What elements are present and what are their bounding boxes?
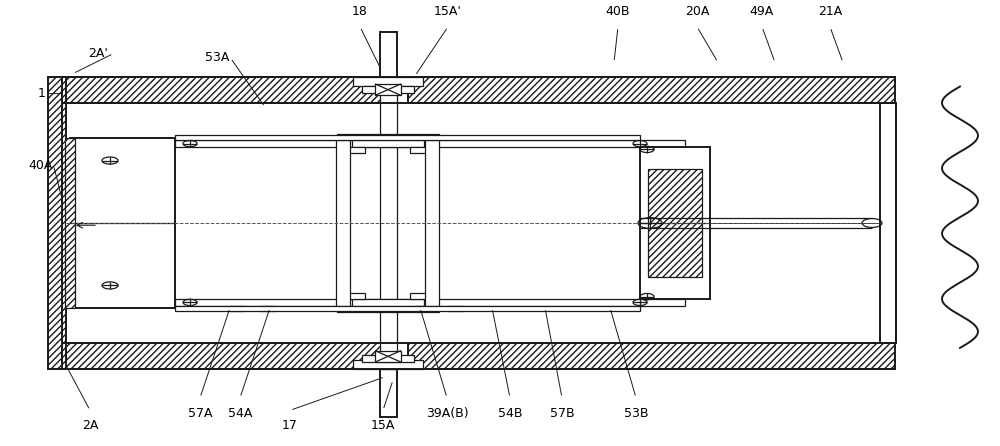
Text: 53B: 53B: [624, 407, 648, 420]
Bar: [648, 169, 702, 277]
Bar: [337, 306, 439, 312]
Text: 20A: 20A: [685, 5, 709, 18]
Bar: [425, 140, 439, 306]
Text: 15A': 15A': [434, 5, 462, 18]
Bar: [260, 306, 275, 311]
Text: 49A: 49A: [750, 5, 774, 18]
Bar: [353, 77, 423, 86]
Bar: [70, 138, 175, 308]
Bar: [380, 77, 397, 369]
Bar: [345, 293, 365, 299]
Bar: [175, 140, 685, 147]
Bar: [175, 299, 685, 306]
Bar: [345, 147, 365, 153]
Bar: [375, 351, 401, 362]
Text: 53A: 53A: [205, 51, 229, 65]
Bar: [380, 366, 397, 417]
Bar: [408, 77, 895, 103]
Bar: [640, 147, 710, 299]
Bar: [448, 306, 463, 311]
Text: 54A: 54A: [228, 407, 252, 420]
Bar: [65, 138, 75, 308]
Text: 40A: 40A: [28, 158, 52, 172]
Bar: [380, 32, 397, 77]
Bar: [362, 86, 414, 93]
Text: 15A: 15A: [371, 419, 395, 432]
Bar: [48, 77, 66, 369]
Bar: [353, 360, 423, 369]
Bar: [337, 134, 439, 140]
Text: 1: 1: [38, 87, 46, 100]
Text: 57B: 57B: [550, 407, 574, 420]
Bar: [336, 140, 350, 306]
Text: 40B: 40B: [606, 5, 630, 18]
Text: 18: 18: [352, 5, 368, 18]
Bar: [415, 306, 430, 311]
Bar: [880, 103, 896, 343]
Bar: [362, 355, 414, 362]
Bar: [375, 84, 401, 95]
Bar: [410, 147, 430, 153]
Text: 17: 17: [282, 419, 298, 432]
Bar: [230, 306, 245, 311]
Bar: [175, 306, 640, 311]
Text: 54B: 54B: [498, 407, 522, 420]
Text: 39A(B): 39A(B): [426, 407, 468, 420]
Text: 21A: 21A: [818, 5, 842, 18]
Text: 57A: 57A: [188, 407, 212, 420]
Bar: [408, 343, 895, 369]
Bar: [410, 293, 430, 299]
Bar: [352, 299, 424, 306]
Bar: [352, 140, 424, 147]
Bar: [62, 77, 395, 103]
Text: 2A': 2A': [88, 47, 108, 60]
Bar: [175, 135, 640, 140]
Bar: [62, 343, 395, 369]
Text: 2A: 2A: [82, 419, 98, 432]
